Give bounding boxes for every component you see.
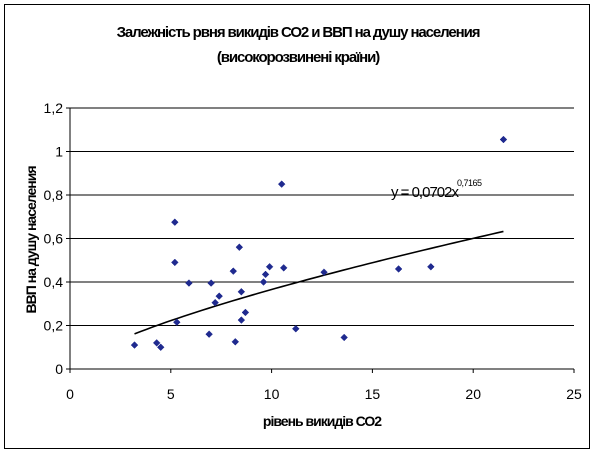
y-tick-label: 1 xyxy=(55,144,63,160)
chart-frame xyxy=(4,4,590,449)
data-point xyxy=(211,298,219,307)
data-point xyxy=(279,264,288,272)
data-point xyxy=(231,338,240,346)
data-point xyxy=(499,135,508,144)
data-point xyxy=(171,258,179,267)
data-point xyxy=(241,308,250,317)
trendline-equation: y = 0,0702x xyxy=(391,184,459,201)
y-tick-label: 0,4 xyxy=(44,274,64,290)
data-point xyxy=(156,343,165,352)
data-point xyxy=(394,265,403,273)
data-point xyxy=(152,339,161,347)
chart-subtitle: (високорозвинені країни) xyxy=(216,49,380,66)
data-point xyxy=(207,279,215,287)
x-tick-label: 5 xyxy=(167,386,175,402)
y-tick-label: 0,2 xyxy=(44,318,64,334)
data-point xyxy=(185,279,193,287)
data-point xyxy=(292,325,300,333)
x-tick-label: 0 xyxy=(66,386,74,402)
x-tick-label: 25 xyxy=(566,386,582,402)
data-point xyxy=(173,318,181,326)
data-point xyxy=(235,243,244,251)
x-tick-label: 10 xyxy=(264,386,280,402)
data-point xyxy=(320,268,328,276)
data-point xyxy=(427,263,435,271)
trendline-exponent: 0,7165 xyxy=(457,178,482,188)
x-axis-label: рівень викидів СО2 xyxy=(262,413,382,429)
data-point xyxy=(265,263,274,271)
x-tick-label: 15 xyxy=(365,386,381,402)
data-point xyxy=(277,180,286,188)
x-tick-label: 20 xyxy=(465,386,481,402)
data-point xyxy=(340,333,348,342)
y-axis-label: ВВП на душу населения xyxy=(23,166,39,314)
data-point xyxy=(237,316,246,324)
y-tick-label: 0,8 xyxy=(44,187,64,203)
data-point xyxy=(237,288,246,296)
data-point xyxy=(229,267,238,275)
y-tick-label: 1,2 xyxy=(44,100,64,116)
data-point xyxy=(130,341,139,349)
chart-title: Залежність рвня викидів СО2 и ВВП на душ… xyxy=(116,24,481,41)
data-point xyxy=(205,330,213,338)
data-point xyxy=(171,218,179,226)
y-tick-label: 0,6 xyxy=(44,231,64,247)
y-tick-label: 0 xyxy=(55,361,63,377)
trendline xyxy=(134,230,504,335)
data-point xyxy=(259,278,268,286)
data-point xyxy=(261,270,270,279)
data-point xyxy=(215,292,223,300)
